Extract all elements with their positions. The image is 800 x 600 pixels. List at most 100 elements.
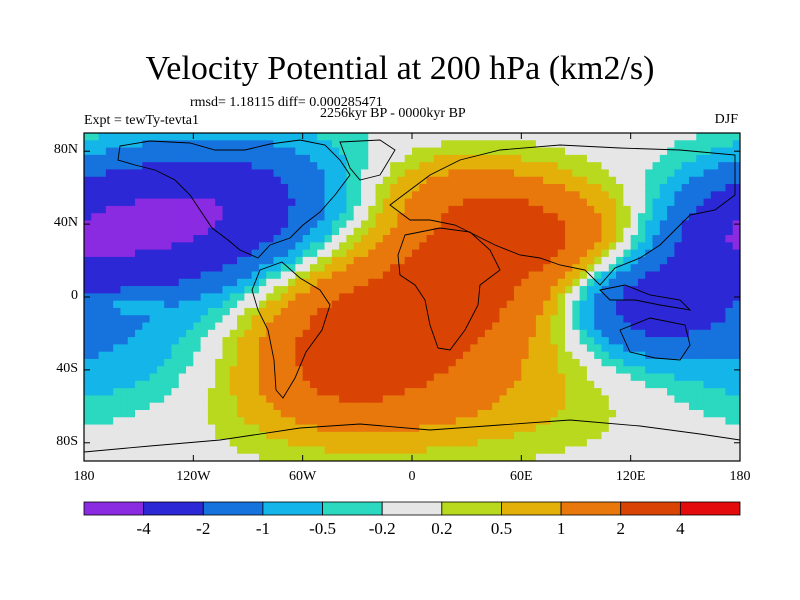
field-cell (164, 213, 173, 222)
field-cell (113, 162, 122, 171)
field-cell (645, 300, 654, 309)
field-cell (667, 453, 675, 461)
field-cell (492, 264, 501, 273)
field-cell (594, 147, 603, 156)
field-cell (535, 431, 544, 440)
field-cell (353, 373, 362, 382)
field-cell (601, 205, 610, 214)
field-cell (375, 424, 384, 433)
field-cell (616, 322, 624, 331)
field-cell (193, 162, 202, 171)
field-cell (674, 373, 683, 382)
field-cell (207, 453, 216, 461)
field-cell (688, 366, 697, 375)
field-cell (586, 271, 595, 280)
field-cell (441, 213, 450, 222)
field-cell (120, 286, 129, 294)
field-cell (98, 278, 107, 287)
field-cell (637, 184, 646, 192)
field-cell (339, 307, 347, 316)
field-cell (630, 249, 639, 258)
field-cell (448, 264, 457, 273)
field-cell (237, 140, 245, 149)
field-cell (295, 329, 304, 338)
coastline-south-america (251, 261, 331, 399)
field-cell (215, 431, 224, 440)
field-cell (346, 191, 355, 200)
field-cell (637, 264, 646, 273)
field-cell (200, 184, 209, 192)
field-cell (550, 271, 559, 280)
field-cell (360, 235, 369, 243)
field-cell (725, 169, 734, 178)
field-cell (448, 278, 457, 287)
field-cell (441, 373, 450, 382)
field-cell (645, 446, 654, 455)
field-cell (171, 147, 180, 156)
field-cell (616, 417, 624, 426)
field-cell (207, 286, 216, 294)
field-cell (579, 417, 588, 426)
field-cell (535, 184, 544, 192)
field-cell (637, 380, 646, 389)
field-cell (390, 140, 399, 149)
field-cell (688, 220, 697, 229)
field-cell (229, 358, 238, 367)
field-cell (710, 453, 719, 461)
field-cell (266, 322, 275, 331)
field-cell (688, 184, 697, 192)
field-cell (492, 446, 501, 455)
field-cell (258, 439, 267, 448)
field-cell (317, 133, 326, 141)
field-cell (484, 366, 493, 375)
field-cell (266, 439, 275, 448)
field-cell (164, 154, 173, 163)
field-cell (375, 286, 384, 294)
field-cell (616, 169, 624, 178)
field-cell (295, 154, 304, 163)
field-cell (317, 388, 326, 396)
field-cell (120, 249, 129, 258)
field-cell (681, 351, 690, 360)
field-cell (84, 351, 92, 360)
field-cell (572, 169, 581, 178)
field-cell (433, 351, 442, 360)
field-cell (360, 293, 369, 302)
field-cell (156, 198, 165, 207)
field-cell (120, 169, 129, 178)
field-cell (433, 278, 442, 287)
field-cell (331, 133, 340, 141)
field-cell (346, 300, 355, 309)
field-cell (156, 242, 165, 251)
field-cell (390, 191, 399, 200)
field-cell (441, 278, 450, 287)
field-cell (703, 235, 712, 243)
field-cell (448, 133, 457, 141)
field-cell (528, 278, 537, 287)
field-cell (237, 358, 245, 367)
field-cell (616, 300, 624, 309)
field-cell (492, 191, 501, 200)
field-cell (135, 249, 143, 258)
field-cell (186, 256, 194, 265)
field-cell (732, 249, 740, 258)
field-cell (295, 184, 304, 192)
field-cell (601, 453, 610, 461)
field-cell (499, 235, 508, 243)
field-cell (339, 205, 347, 214)
field-cell (244, 424, 253, 433)
field-cell (630, 293, 639, 302)
field-cell (258, 249, 267, 258)
field-cell (171, 227, 180, 236)
field-cell (674, 278, 683, 287)
field-cell (659, 329, 668, 338)
field-cell (346, 315, 355, 324)
field-cell (703, 286, 712, 294)
field-cell (557, 184, 566, 192)
field-cell (135, 417, 143, 426)
field-cell (732, 140, 740, 149)
field-cell (193, 300, 202, 309)
field-cell (623, 169, 632, 178)
field-cell (91, 380, 100, 389)
field-cell (725, 235, 734, 243)
